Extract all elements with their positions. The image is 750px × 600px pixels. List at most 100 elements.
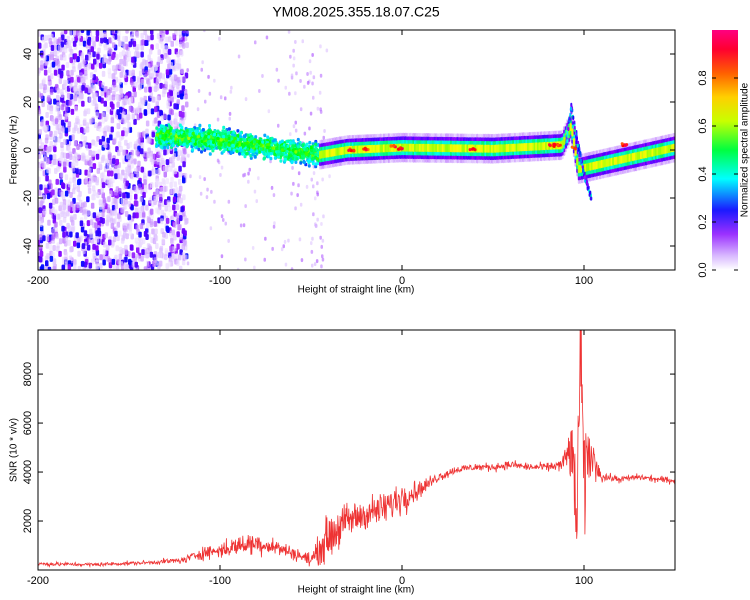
heatmap-cell — [41, 101, 45, 108]
heatmap-cell — [103, 241, 107, 248]
heatmap-cell — [95, 60, 100, 67]
heatmap-cell — [306, 72, 309, 76]
heatmap-cell — [115, 95, 120, 102]
heatmap-cell — [582, 168, 585, 173]
heatmap-cell — [290, 267, 294, 270]
heatmap-cell — [588, 192, 591, 197]
heatmap-cell — [266, 135, 270, 139]
heatmap-cell — [84, 108, 88, 115]
heatmap-cell — [164, 254, 168, 261]
heatmap-cell — [143, 230, 148, 237]
heatmap-cell — [181, 105, 185, 112]
heatmap-cell — [192, 139, 196, 144]
heatmap-cell — [153, 195, 157, 202]
heatmap-cell — [99, 217, 103, 223]
heatmap-cell — [75, 232, 79, 239]
heatmap-cell — [57, 123, 61, 130]
colorbar: 0.00.20.40.60.8 Normalized spectral ampl… — [697, 30, 750, 278]
heatmap-cell — [510, 143, 513, 152]
heatmap-cell — [74, 152, 78, 159]
heatmap-cell — [59, 157, 63, 164]
heatmap-cell — [183, 133, 187, 138]
heatmap-cell — [181, 259, 186, 266]
heatmap-cell — [67, 181, 72, 188]
heatmap-cell — [101, 82, 105, 89]
heatmap-cell — [47, 94, 51, 101]
colorbar-tick-label: 0.8 — [697, 70, 709, 85]
heatmap-cell — [259, 147, 263, 151]
heatmap-cell — [341, 146, 345, 155]
heatmap-cell — [81, 202, 85, 209]
heatmap-cell — [206, 187, 209, 192]
heatmap-cell — [170, 188, 174, 195]
heatmap-cell — [167, 48, 172, 55]
heatmap-cell — [50, 45, 55, 51]
heatmap-cell — [258, 89, 261, 93]
heatmap-cell — [98, 113, 103, 119]
heatmap-cell — [141, 249, 145, 256]
heatmap-cell — [110, 126, 114, 133]
heatmap-cell — [296, 137, 300, 142]
heatmap-cell — [163, 113, 167, 120]
heatmap-cell — [57, 45, 62, 52]
heatmap-cell — [83, 213, 88, 220]
spectrogram-x-ticks: -200 -100 0 100 — [27, 30, 593, 287]
heatmap-cell — [98, 211, 103, 218]
heatmap-cell — [315, 157, 319, 161]
heatmap-cell — [45, 124, 49, 131]
heatmap-cell — [181, 252, 186, 259]
colorbar-tick-label: 0.0 — [697, 262, 709, 277]
heatmap-cell — [102, 259, 106, 266]
heatmap-cell — [138, 70, 143, 77]
heatmap-cell — [505, 144, 508, 153]
heatmap-cell — [71, 162, 76, 169]
heatmap-cell — [119, 106, 123, 113]
heatmap-cell — [257, 176, 260, 181]
heatmap-cell — [127, 201, 131, 207]
heatmap-cell — [69, 231, 73, 238]
heatmap-cell — [271, 146, 275, 150]
heatmap-cell — [62, 152, 67, 159]
heatmap-cell — [128, 70, 132, 77]
heatmap-cell — [251, 152, 255, 157]
heatmap-cell — [648, 149, 651, 158]
heatmap-cell — [73, 95, 77, 102]
heatmap-cell — [110, 170, 114, 177]
heatmap-cell — [307, 159, 311, 163]
heatmap-cell — [109, 190, 113, 197]
heatmap-cell — [177, 57, 181, 64]
heatmap-cell — [307, 164, 311, 168]
heatmap-cell — [136, 172, 140, 179]
heatmap-cell — [122, 111, 126, 118]
heatmap-cell — [68, 100, 72, 107]
heatmap-cell — [227, 131, 231, 135]
heatmap-cell — [191, 148, 195, 152]
heatmap-cell — [168, 206, 172, 212]
heatmap-cell — [566, 139, 569, 144]
heatmap-cell — [219, 143, 223, 147]
heatmap-cell — [167, 261, 172, 268]
heatmap-cell — [53, 69, 58, 76]
heatmap-cell — [114, 254, 118, 261]
heatmap-cell — [60, 41, 64, 48]
heatmap-cell — [294, 160, 298, 164]
heatmap-cell — [83, 261, 88, 268]
heatmap-cell — [146, 264, 151, 270]
heatmap-cell — [90, 46, 94, 53]
heatmap-cell — [242, 134, 246, 138]
heatmap-cell — [259, 143, 263, 147]
heatmap-cell — [247, 171, 250, 176]
heatmap-cell — [295, 157, 299, 161]
heatmap-cell — [64, 174, 69, 181]
heatmap-cell — [165, 36, 169, 43]
heatmap-cell — [312, 184, 315, 189]
heatmap-cell — [88, 96, 92, 103]
heatmap-cell — [643, 150, 646, 159]
heatmap-cell — [92, 176, 96, 183]
heatmap-cell — [38, 42, 42, 49]
heatmap-cell — [187, 136, 191, 141]
heatmap-cell — [303, 131, 307, 136]
heatmap-cell — [116, 221, 121, 228]
heatmap-cell — [91, 185, 96, 192]
heatmap-cell — [171, 229, 175, 236]
